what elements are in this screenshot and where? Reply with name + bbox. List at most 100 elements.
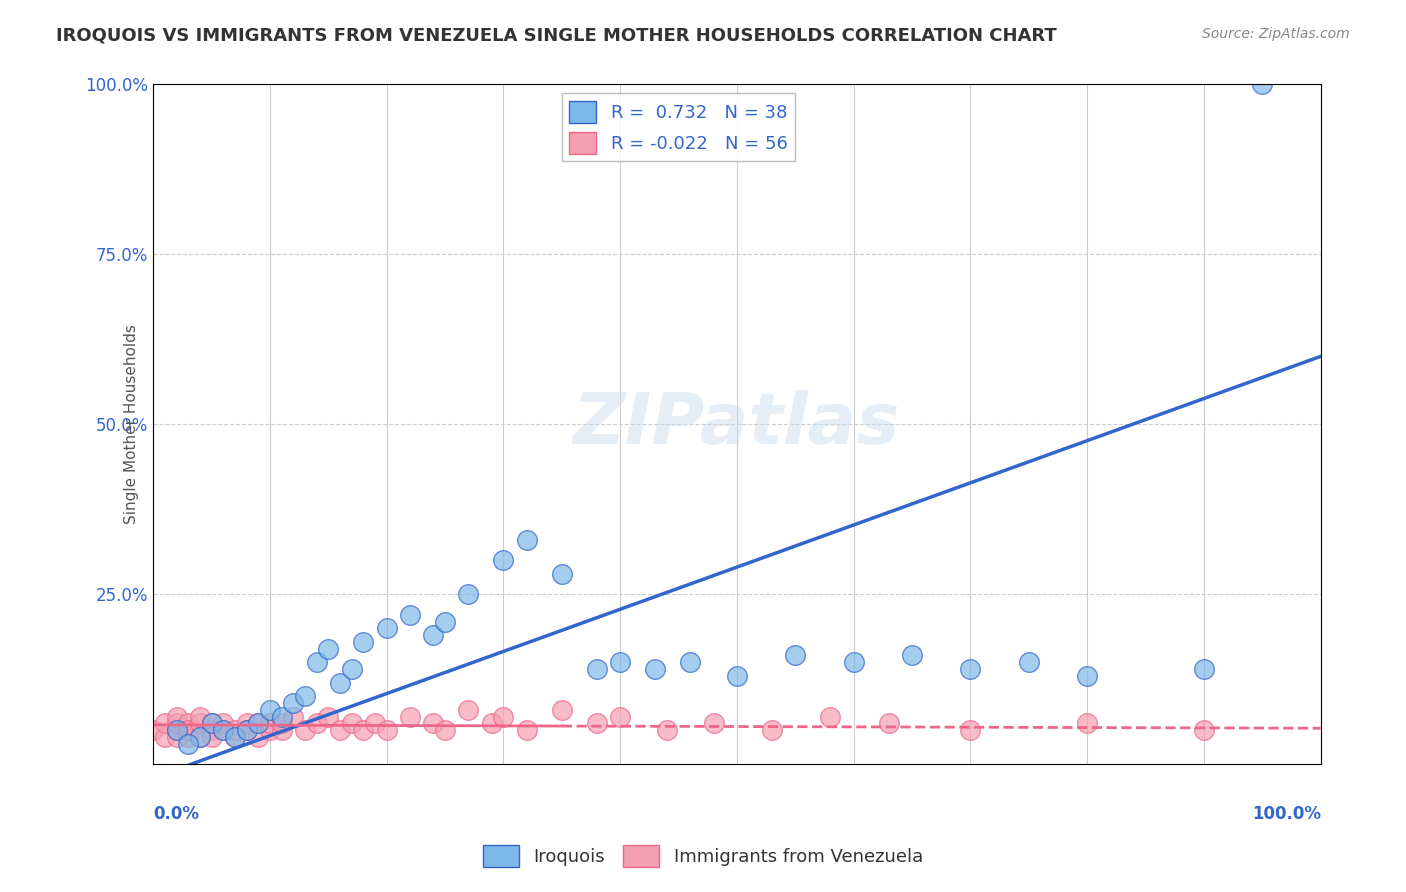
Point — [188, 716, 211, 731]
Point — [259, 716, 281, 731]
Point — [224, 730, 246, 744]
Point — [247, 730, 270, 744]
Point — [434, 723, 457, 738]
Text: 0.0%: 0.0% — [153, 805, 200, 823]
Point — [481, 716, 503, 731]
Point — [200, 716, 222, 731]
Point — [516, 723, 538, 738]
Point — [153, 716, 176, 731]
Point — [200, 723, 222, 738]
Legend: Iroquois, Immigrants from Venezuela: Iroquois, Immigrants from Venezuela — [475, 838, 931, 874]
Point — [352, 635, 374, 649]
Point — [703, 716, 725, 731]
Point — [212, 723, 235, 738]
Point — [609, 709, 631, 723]
Point — [457, 587, 479, 601]
Point — [305, 655, 328, 669]
Point — [270, 716, 292, 731]
Point — [212, 723, 235, 738]
Text: IROQUOIS VS IMMIGRANTS FROM VENEZUELA SINGLE MOTHER HOUSEHOLDS CORRELATION CHART: IROQUOIS VS IMMIGRANTS FROM VENEZUELA SI… — [56, 27, 1057, 45]
Point — [294, 690, 316, 704]
Point — [655, 723, 678, 738]
Point — [516, 533, 538, 547]
Point — [270, 709, 292, 723]
Point — [1018, 655, 1040, 669]
Point — [959, 723, 981, 738]
Point — [399, 709, 422, 723]
Point — [352, 723, 374, 738]
Point — [212, 716, 235, 731]
Point — [1076, 669, 1098, 683]
Text: 100.0%: 100.0% — [1251, 805, 1320, 823]
Point — [340, 662, 363, 676]
Point — [551, 566, 574, 581]
Point — [959, 662, 981, 676]
Point — [305, 716, 328, 731]
Point — [200, 716, 222, 731]
Point — [188, 730, 211, 744]
Point — [177, 723, 200, 738]
Point — [166, 723, 188, 738]
Point — [1192, 723, 1215, 738]
Y-axis label: Single Mother Households: Single Mother Households — [124, 325, 139, 524]
Point — [364, 716, 387, 731]
Point — [609, 655, 631, 669]
Point — [434, 615, 457, 629]
Point — [422, 716, 444, 731]
Text: ZIPatlas: ZIPatlas — [574, 390, 901, 458]
Point — [1251, 78, 1274, 92]
Point — [166, 723, 188, 738]
Point — [224, 730, 246, 744]
Point — [153, 730, 176, 744]
Point — [1076, 716, 1098, 731]
Point — [142, 723, 165, 738]
Point — [820, 709, 842, 723]
Point — [247, 716, 270, 731]
Point — [842, 655, 865, 669]
Point — [259, 703, 281, 717]
Point — [679, 655, 702, 669]
Point — [492, 709, 515, 723]
Point — [235, 716, 257, 731]
Point — [492, 553, 515, 567]
Point — [283, 709, 305, 723]
Point — [177, 716, 200, 731]
Point — [177, 737, 200, 751]
Point — [457, 703, 479, 717]
Point — [177, 723, 200, 738]
Point — [188, 709, 211, 723]
Point — [166, 709, 188, 723]
Point — [166, 730, 188, 744]
Point — [316, 641, 339, 656]
Point — [177, 730, 200, 744]
Point — [422, 628, 444, 642]
Point — [283, 696, 305, 710]
Point — [585, 716, 607, 731]
Point — [901, 648, 924, 663]
Point — [259, 723, 281, 738]
Point — [329, 723, 352, 738]
Point — [785, 648, 807, 663]
Point — [235, 723, 257, 738]
Point — [316, 709, 339, 723]
Text: Source: ZipAtlas.com: Source: ZipAtlas.com — [1202, 27, 1350, 41]
Point — [399, 607, 422, 622]
Point — [294, 723, 316, 738]
Point — [644, 662, 666, 676]
Point — [551, 703, 574, 717]
Point — [761, 723, 783, 738]
Point — [375, 621, 398, 635]
Point — [375, 723, 398, 738]
Point — [270, 723, 292, 738]
Point — [200, 730, 222, 744]
Point — [340, 716, 363, 731]
Legend: R =  0.732   N = 38, R = -0.022   N = 56: R = 0.732 N = 38, R = -0.022 N = 56 — [562, 94, 794, 161]
Point — [166, 716, 188, 731]
Point — [235, 723, 257, 738]
Point — [877, 716, 900, 731]
Point — [725, 669, 748, 683]
Point — [585, 662, 607, 676]
Point — [247, 716, 270, 731]
Point — [188, 730, 211, 744]
Point — [1192, 662, 1215, 676]
